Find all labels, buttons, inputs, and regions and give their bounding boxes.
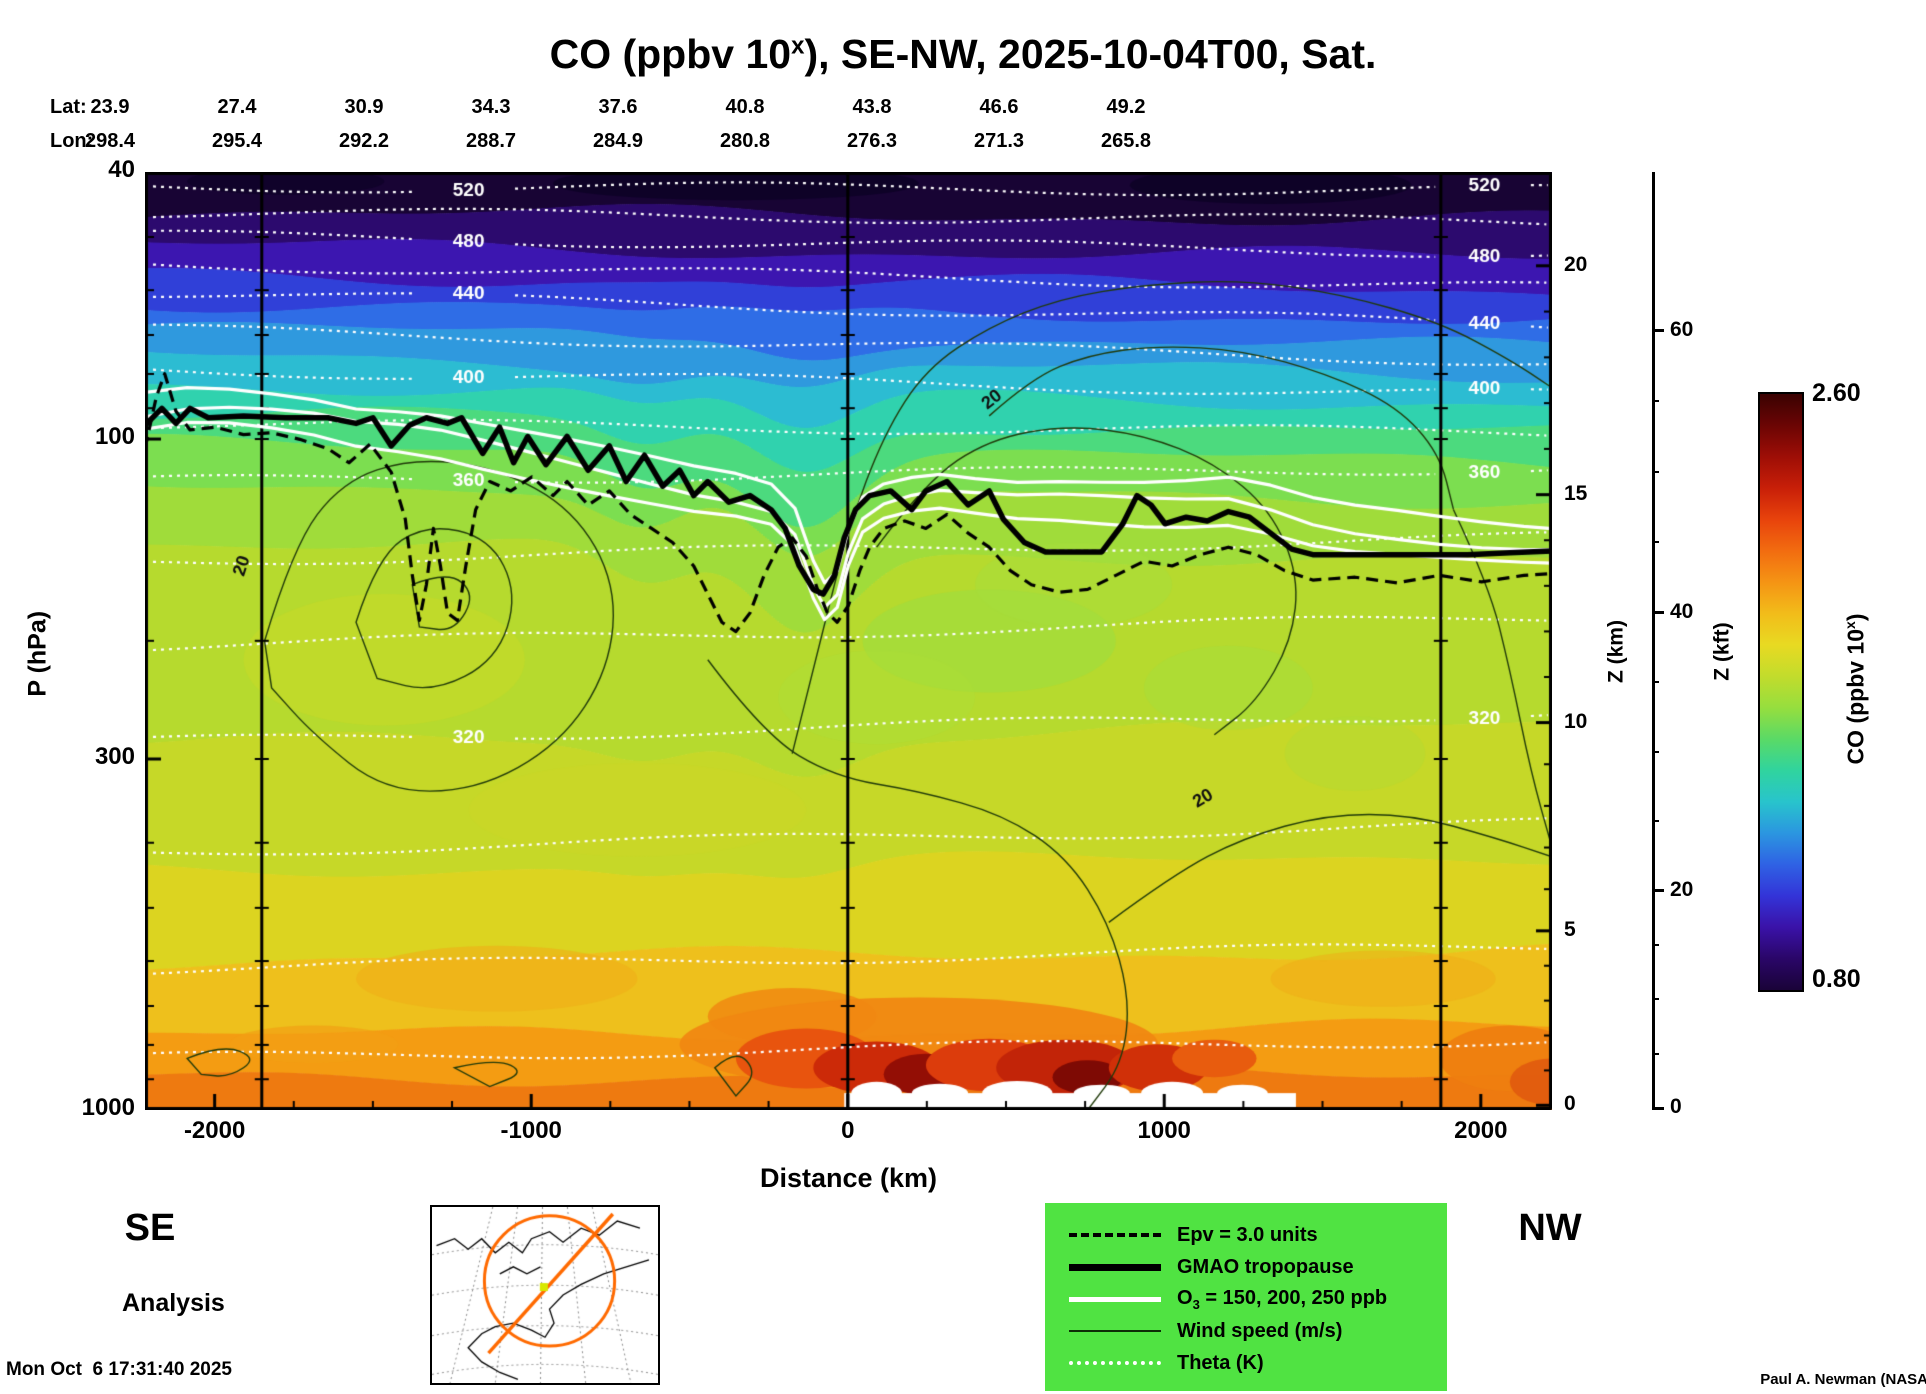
nw-endpoint-label: NW bbox=[1518, 1207, 1582, 1249]
title-superscript: x bbox=[791, 32, 805, 60]
lat-value: 43.8 bbox=[852, 96, 892, 118]
legend-label-tropopause: GMAO tropopause bbox=[1177, 1255, 1354, 1278]
lat-axis-label: Lat: bbox=[50, 96, 87, 118]
z-kft-tick-label: 40 bbox=[1670, 599, 1694, 623]
legend-item-epv: Epv = 3.0 units bbox=[1069, 1219, 1447, 1251]
z-kft-tick bbox=[1652, 889, 1664, 892]
legend-item-tropopause: GMAO tropopause bbox=[1069, 1251, 1447, 1283]
z-kft-tick-label: 20 bbox=[1670, 877, 1694, 901]
ozone-prefix: O bbox=[1177, 1286, 1193, 1309]
z-kft-tick-label: 60 bbox=[1670, 317, 1694, 341]
z-km-tick-label: 5 bbox=[1564, 917, 1576, 941]
z-kft-minor-tick bbox=[1652, 681, 1659, 684]
legend-label-wind: Wind speed (m/s) bbox=[1177, 1319, 1343, 1342]
legend-item-wind: Wind speed (m/s) bbox=[1069, 1315, 1447, 1347]
colorbar-max-label: 2.60 bbox=[1812, 379, 1861, 407]
pressure-tick-label: 300 bbox=[94, 743, 135, 770]
legend-label-epv: Epv = 3.0 units bbox=[1177, 1223, 1318, 1246]
z-kft-minor-tick bbox=[1652, 400, 1659, 403]
z-kft-tick bbox=[1652, 611, 1664, 615]
lon-value: 280.8 bbox=[719, 130, 771, 152]
z-kft-tick bbox=[1652, 1106, 1664, 1110]
z-kft-tick-label: 0 bbox=[1670, 1095, 1682, 1119]
lon-value: 276.3 bbox=[846, 130, 898, 152]
legend-label-theta: Theta (K) bbox=[1177, 1351, 1264, 1374]
thick-line-sample bbox=[1069, 1263, 1161, 1271]
map-inset bbox=[430, 1205, 660, 1385]
legend-label-ozone: O3 = 150, 200, 250 ppb bbox=[1177, 1287, 1387, 1312]
lat-value: 46.6 bbox=[979, 96, 1019, 118]
legend-item-theta: Theta (K) bbox=[1069, 1347, 1447, 1379]
z-kft-minor-tick bbox=[1652, 998, 1659, 1001]
colorbar-title-prefix: CO (ppbv 10 bbox=[1842, 628, 1869, 765]
dotted-line-sample bbox=[1069, 1361, 1161, 1365]
thin-line-sample bbox=[1069, 1330, 1161, 1332]
analysis-label: Analysis bbox=[122, 1289, 225, 1317]
legend: Epv = 3.0 units GMAO tropopause O3 = 150… bbox=[1045, 1203, 1447, 1391]
z-kft-minor-tick bbox=[1652, 1052, 1659, 1055]
map-inset-canvas bbox=[432, 1207, 658, 1383]
se-endpoint-label: SE bbox=[124, 1207, 176, 1249]
z-kft-minor-tick bbox=[1652, 541, 1659, 544]
lat-value: 37.6 bbox=[598, 96, 638, 118]
z-km-tick-label: 15 bbox=[1564, 481, 1588, 505]
dashed-line-sample bbox=[1069, 1233, 1161, 1237]
lat-value: 49.2 bbox=[1106, 96, 1146, 118]
z-kft-minor-tick bbox=[1652, 820, 1659, 823]
colorbar bbox=[1758, 392, 1804, 992]
lon-value: 288.7 bbox=[465, 130, 517, 152]
z-km-tick-label: 10 bbox=[1564, 709, 1588, 733]
distance-tick-label: -2000 bbox=[183, 1117, 246, 1144]
z-kft-axis-title: Z (kft) bbox=[1710, 622, 1734, 681]
z-km-axis-title: Z (km) bbox=[1604, 620, 1628, 684]
pressure-tick-label: 1000 bbox=[81, 1094, 135, 1121]
distance-axis-title: Distance (km) bbox=[759, 1163, 938, 1193]
legend-item-ozone: O3 = 150, 200, 250 ppb bbox=[1069, 1283, 1447, 1315]
lon-value: 295.4 bbox=[211, 130, 263, 152]
z-km-tick-label: 20 bbox=[1564, 252, 1588, 276]
lat-value: 40.8 bbox=[725, 96, 765, 118]
z-km-tick-label: 0 bbox=[1564, 1092, 1576, 1116]
page-title: CO (ppbv 10x), SE-NW, 2025-10-04T00, Sat… bbox=[0, 31, 1926, 77]
lat-value: 23.9 bbox=[90, 96, 130, 118]
lon-value: 265.8 bbox=[1100, 130, 1152, 152]
title-prefix: CO (ppbv 10 bbox=[549, 31, 792, 77]
lat-value: 27.4 bbox=[217, 96, 257, 118]
z-kft-tick bbox=[1652, 329, 1664, 333]
z-kft-minor-tick bbox=[1652, 943, 1659, 946]
white-line-sample bbox=[1069, 1296, 1161, 1302]
distance-tick-label: -1000 bbox=[500, 1117, 562, 1144]
title-suffix: ), SE-NW, 2025-10-04T00, Sat. bbox=[804, 31, 1377, 77]
pressure-tick-label: 40 bbox=[108, 156, 135, 183]
lat-value: 30.9 bbox=[344, 96, 384, 118]
lon-value: 298.4 bbox=[84, 130, 136, 152]
colorbar-title: CO (ppbv 10x) bbox=[1842, 539, 1869, 839]
distance-tick-label: 2000 bbox=[1454, 1117, 1508, 1144]
pressure-tick-label: 100 bbox=[94, 423, 135, 451]
ozone-sub: 3 bbox=[1192, 1296, 1200, 1312]
lon-axis-label: Lon: bbox=[50, 130, 94, 152]
distance-tick-label: 0 bbox=[841, 1117, 855, 1144]
z-kft-axis-line bbox=[1652, 172, 1655, 1110]
lon-value: 271.3 bbox=[973, 130, 1025, 152]
z-kft-minor-tick bbox=[1652, 470, 1659, 473]
ozone-suffix: = 150, 200, 250 ppb bbox=[1199, 1286, 1388, 1309]
timestamp: Mon Oct 6 17:31:40 2025 bbox=[6, 1359, 232, 1380]
z-kft-minor-tick bbox=[1652, 750, 1659, 753]
colorbar-min-label: 0.80 bbox=[1812, 965, 1861, 993]
credit: Paul A. Newman (NASA bbox=[1760, 1371, 1926, 1388]
colorbar-title-suffix: ) bbox=[1842, 613, 1869, 622]
colorbar-title-sup: x bbox=[1842, 621, 1859, 629]
pressure-axis-title: P (hPa) bbox=[23, 610, 52, 697]
lat-value: 34.3 bbox=[471, 96, 511, 118]
co-cross-section-canvas bbox=[145, 172, 1552, 1110]
distance-tick-label: 1000 bbox=[1137, 1117, 1191, 1144]
lon-value: 284.9 bbox=[592, 130, 644, 152]
lon-value: 292.2 bbox=[338, 130, 390, 152]
